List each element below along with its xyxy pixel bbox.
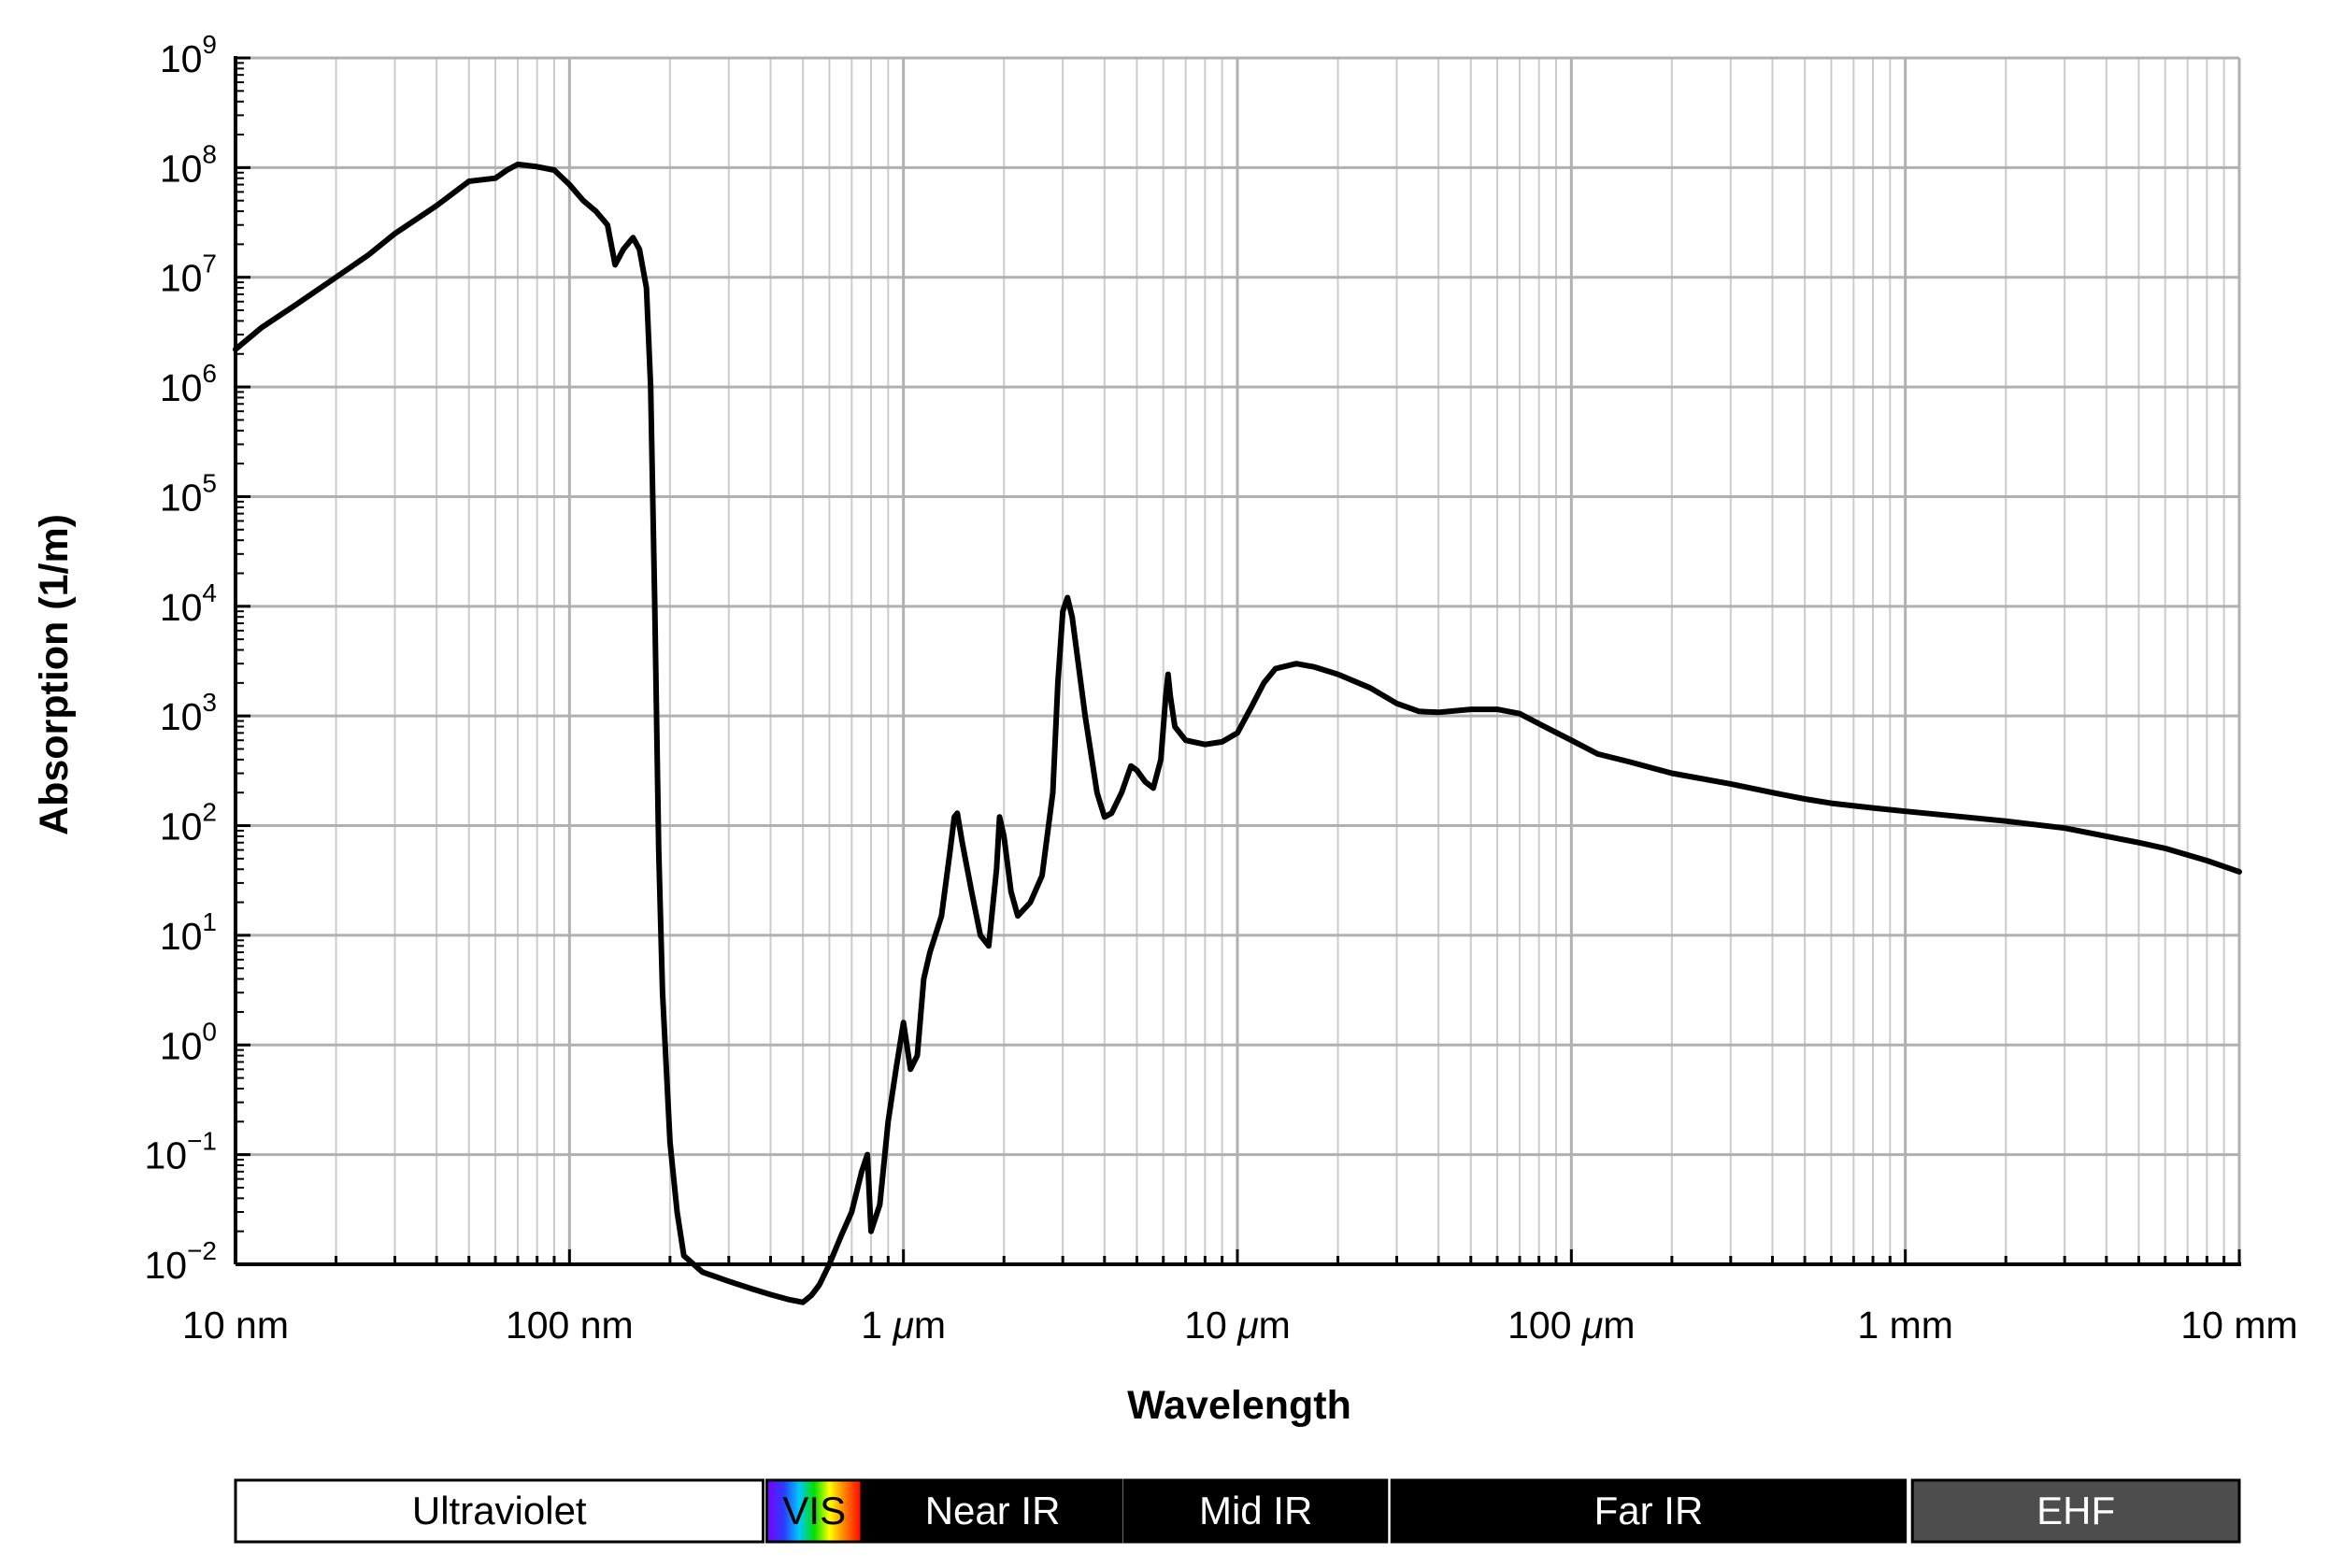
x-tick-label: 100 nm <box>506 1304 634 1347</box>
y-tick-label: 100 <box>160 1017 217 1067</box>
band-far-ir <box>1390 1478 1907 1544</box>
band-label-mid-ir: Mid IR <box>1199 1489 1312 1532</box>
y-tick-labels: 109 108 107 106 105 104 103 102 101 100 10−1 10−2 <box>144 30 217 1287</box>
x-tick-label: 10 μm <box>1184 1304 1291 1347</box>
grid <box>234 56 2241 1266</box>
y-tick-label: 104 <box>160 578 217 629</box>
x-tick-label: 10 nm <box>182 1304 289 1347</box>
band-label-ultraviolet: Ultraviolet <box>412 1489 587 1532</box>
y-tick-label: 107 <box>160 249 217 300</box>
band-mid-ir <box>1122 1478 1389 1544</box>
band-vis <box>765 1478 864 1544</box>
spectrum-band-bar: Ultraviolet VIS Near IR Mid IR Far IR EHF <box>234 1478 2241 1544</box>
band-label-ehf: EHF <box>2036 1489 2115 1532</box>
y-tick-label: 109 <box>160 30 217 80</box>
x-axis-label: Wavelength <box>1127 1383 1351 1428</box>
x-tick-labels: 10 nm 100 nm 1 μm 10 μm 100 μm 1 mm 10 mm <box>182 1304 2298 1347</box>
y-tick-label: 10−1 <box>144 1127 217 1177</box>
y-tick-label: 108 <box>160 139 217 190</box>
y-tick-label: 105 <box>160 468 217 519</box>
axes <box>234 56 2241 1266</box>
band-ehf <box>1910 1478 2241 1544</box>
band-near-ir <box>862 1478 1123 1544</box>
band-label-near-ir: Near IR <box>925 1489 1061 1532</box>
y-tick-label: 103 <box>160 688 217 738</box>
absorption-series-line <box>233 161 2242 1305</box>
y-tick-label: 101 <box>160 907 217 958</box>
band-label-vis: VIS <box>782 1489 846 1532</box>
x-tick-label: 1 μm <box>861 1304 946 1347</box>
band-label-far-ir: Far IR <box>1594 1489 1704 1532</box>
x-tick-label: 10 mm <box>2180 1304 2297 1347</box>
y-tick-label: 102 <box>160 798 217 848</box>
band-ultraviolet <box>234 1478 765 1544</box>
series-layer <box>233 161 2242 1305</box>
x-tick-label: 1 mm <box>1857 1304 1953 1347</box>
x-tick-label: 100 μm <box>1507 1304 1635 1347</box>
y-tick-label: 10−2 <box>144 1236 217 1287</box>
y-axis-label: Absorption (1/m) <box>32 514 77 835</box>
y-tick-label: 106 <box>160 359 217 409</box>
